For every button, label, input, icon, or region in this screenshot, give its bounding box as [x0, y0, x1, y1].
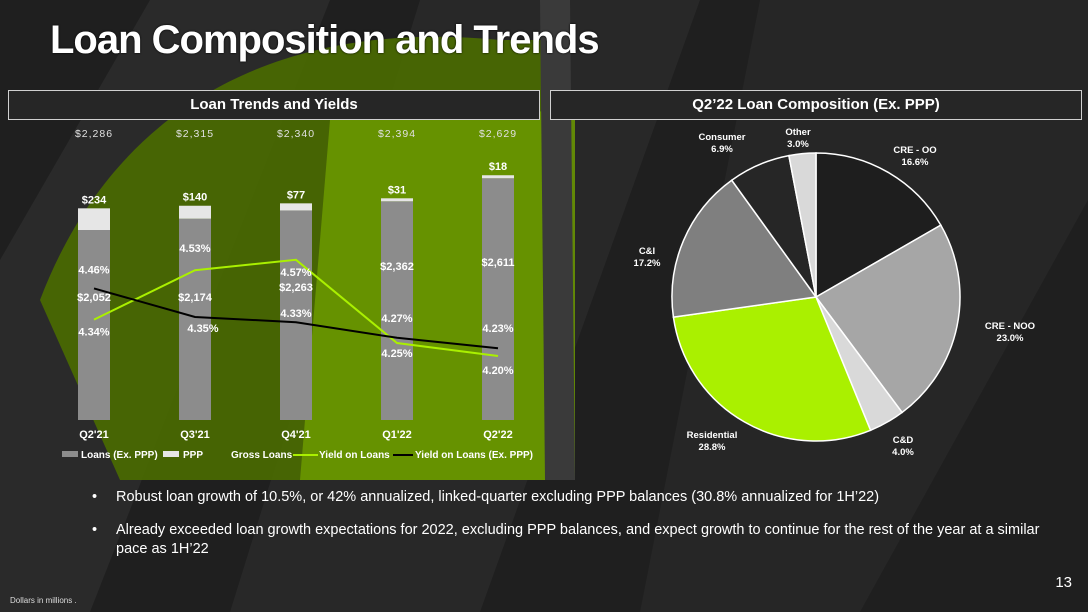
data-label-gross-loans: $2,340 — [277, 128, 315, 140]
data-label-ppp: $77 — [287, 189, 305, 201]
data-label-yield-ex-ppp: 4.23% — [482, 323, 513, 335]
bar-ppp — [179, 205, 211, 219]
bullet-item: Robust loan growth of 10.5%, or 42% annu… — [90, 488, 1050, 507]
bar-loans-ex-ppp — [179, 218, 211, 420]
loan-trends-chart: $234 $2,286 Q2'21 $140 $2,315 Q3'21 $77 $2,340 Q… — [62, 128, 533, 461]
data-label-ppp: $18 — [489, 161, 507, 173]
pie-label-cre-oo: CRE - OO — [893, 145, 936, 156]
legend-label-loans-ex-ppp: Loans (Ex. PPP) — [81, 450, 158, 461]
data-label-yield-on-loans: 4.53% — [179, 243, 210, 255]
data-label-yield-on-loans: 4.25% — [381, 348, 412, 360]
pie-label-consumer: Consumer — [699, 132, 746, 143]
line-yield-on-loans — [93, 258, 499, 357]
data-label-yield-ex-ppp: 4.33% — [280, 308, 311, 320]
bullet-list: Robust loan growth of 10.5%, or 42% annu… — [90, 488, 1050, 573]
section-header-loan-trends: Loan Trends and Yields — [8, 90, 540, 120]
bar-ppp — [482, 175, 514, 179]
data-label-yield-ex-ppp: 4.35% — [187, 323, 218, 335]
legend-label-gross-loans: Gross Loans — [231, 450, 293, 461]
data-label-loans-ex-ppp: $2,611 — [481, 257, 514, 269]
x-tick-label: Q2'21 — [79, 429, 109, 441]
pie-label-cre-noo: CRE - NOO — [985, 321, 1035, 332]
page-title: Loan Composition and Trends — [50, 18, 600, 62]
data-label-gross-loans: $2,315 — [176, 128, 214, 140]
data-label-gross-loans: $2,286 — [75, 128, 113, 140]
line-yield-ex-ppp — [93, 287, 499, 350]
pie-value-other: 3.0% — [787, 139, 809, 150]
legend-label-yield-ex-ppp: Yield on Loans (Ex. PPP) — [415, 450, 533, 461]
data-label-loans-ex-ppp: $2,263 — [279, 282, 313, 294]
data-label-yield-on-loans: 4.57% — [280, 267, 311, 279]
data-label-ppp: $140 — [183, 192, 207, 204]
pie-value-consumer: 6.9% — [711, 144, 733, 155]
data-label-yield-ex-ppp: 4.27% — [381, 313, 412, 325]
pie-value-cre-noo: 23.0% — [997, 333, 1024, 344]
page-number: 13 — [1055, 574, 1072, 591]
chart-legend: Loans (Ex. PPP) PPP Gross Loans Yield on Lo… — [62, 450, 533, 461]
section-header-loan-composition: Q2’22 Loan Composition (Ex. PPP) — [550, 90, 1082, 120]
legend-label-ppp: PPP — [183, 450, 203, 461]
data-label-yield-on-loans: 4.20% — [482, 365, 513, 377]
pie-slice-residential — [672, 296, 872, 442]
data-label-gross-loans: $2,394 — [378, 128, 416, 140]
pie-value-c-i: 17.2% — [634, 258, 661, 269]
pie-label-c-d: C&D — [893, 435, 914, 446]
x-tick-label: Q1'22 — [382, 429, 412, 441]
pie-value-cre-oo: 16.6% — [902, 157, 929, 168]
pie-label-residential: Residential — [687, 430, 738, 441]
data-label-loans-ex-ppp: $2,362 — [380, 261, 414, 273]
legend-swatch-ppp — [163, 451, 179, 457]
bar-ppp — [78, 208, 110, 230]
data-label-yield-on-loans: 4.34% — [78, 327, 109, 339]
data-label-gross-loans: $2,629 — [479, 128, 517, 140]
pie-slice-cre-oo — [815, 152, 942, 299]
data-label-loans-ex-ppp: $2,174 — [178, 292, 213, 304]
bar-ppp — [280, 203, 312, 211]
bullet-item: Already exceeded loan growth expectation… — [90, 521, 1050, 559]
footnote: Dollars in millions . — [10, 596, 77, 605]
bar-loans-ex-ppp — [482, 178, 514, 420]
data-label-ppp: $31 — [388, 184, 406, 196]
pie-value-residential: 28.8% — [699, 442, 726, 453]
data-label-ppp: $234 — [82, 194, 107, 206]
pie-slice-other — [788, 152, 817, 298]
pie-slice-c-i — [671, 179, 818, 319]
x-tick-label: Q4'21 — [281, 429, 311, 441]
x-tick-label: Q2'22 — [483, 429, 513, 441]
legend-swatch-loans-ex-ppp — [62, 451, 78, 457]
x-tick-label: Q3'21 — [180, 429, 210, 441]
pie-label-other: Other — [785, 127, 811, 138]
pie-label-c-i: C&I — [639, 246, 655, 257]
legend-label-yield-on-loans: Yield on Loans — [319, 450, 390, 461]
data-label-yield-ex-ppp: 4.46% — [78, 264, 109, 276]
data-label-loans-ex-ppp: $2,052 — [77, 292, 111, 304]
pie-value-c-d: 4.0% — [892, 447, 914, 458]
pie-slice-cre-noo — [814, 224, 961, 414]
bar-loans-ex-ppp — [78, 230, 110, 420]
bar-ppp — [381, 198, 413, 202]
bar-loans-ex-ppp — [280, 210, 312, 420]
bar-loans-ex-ppp — [381, 201, 413, 420]
